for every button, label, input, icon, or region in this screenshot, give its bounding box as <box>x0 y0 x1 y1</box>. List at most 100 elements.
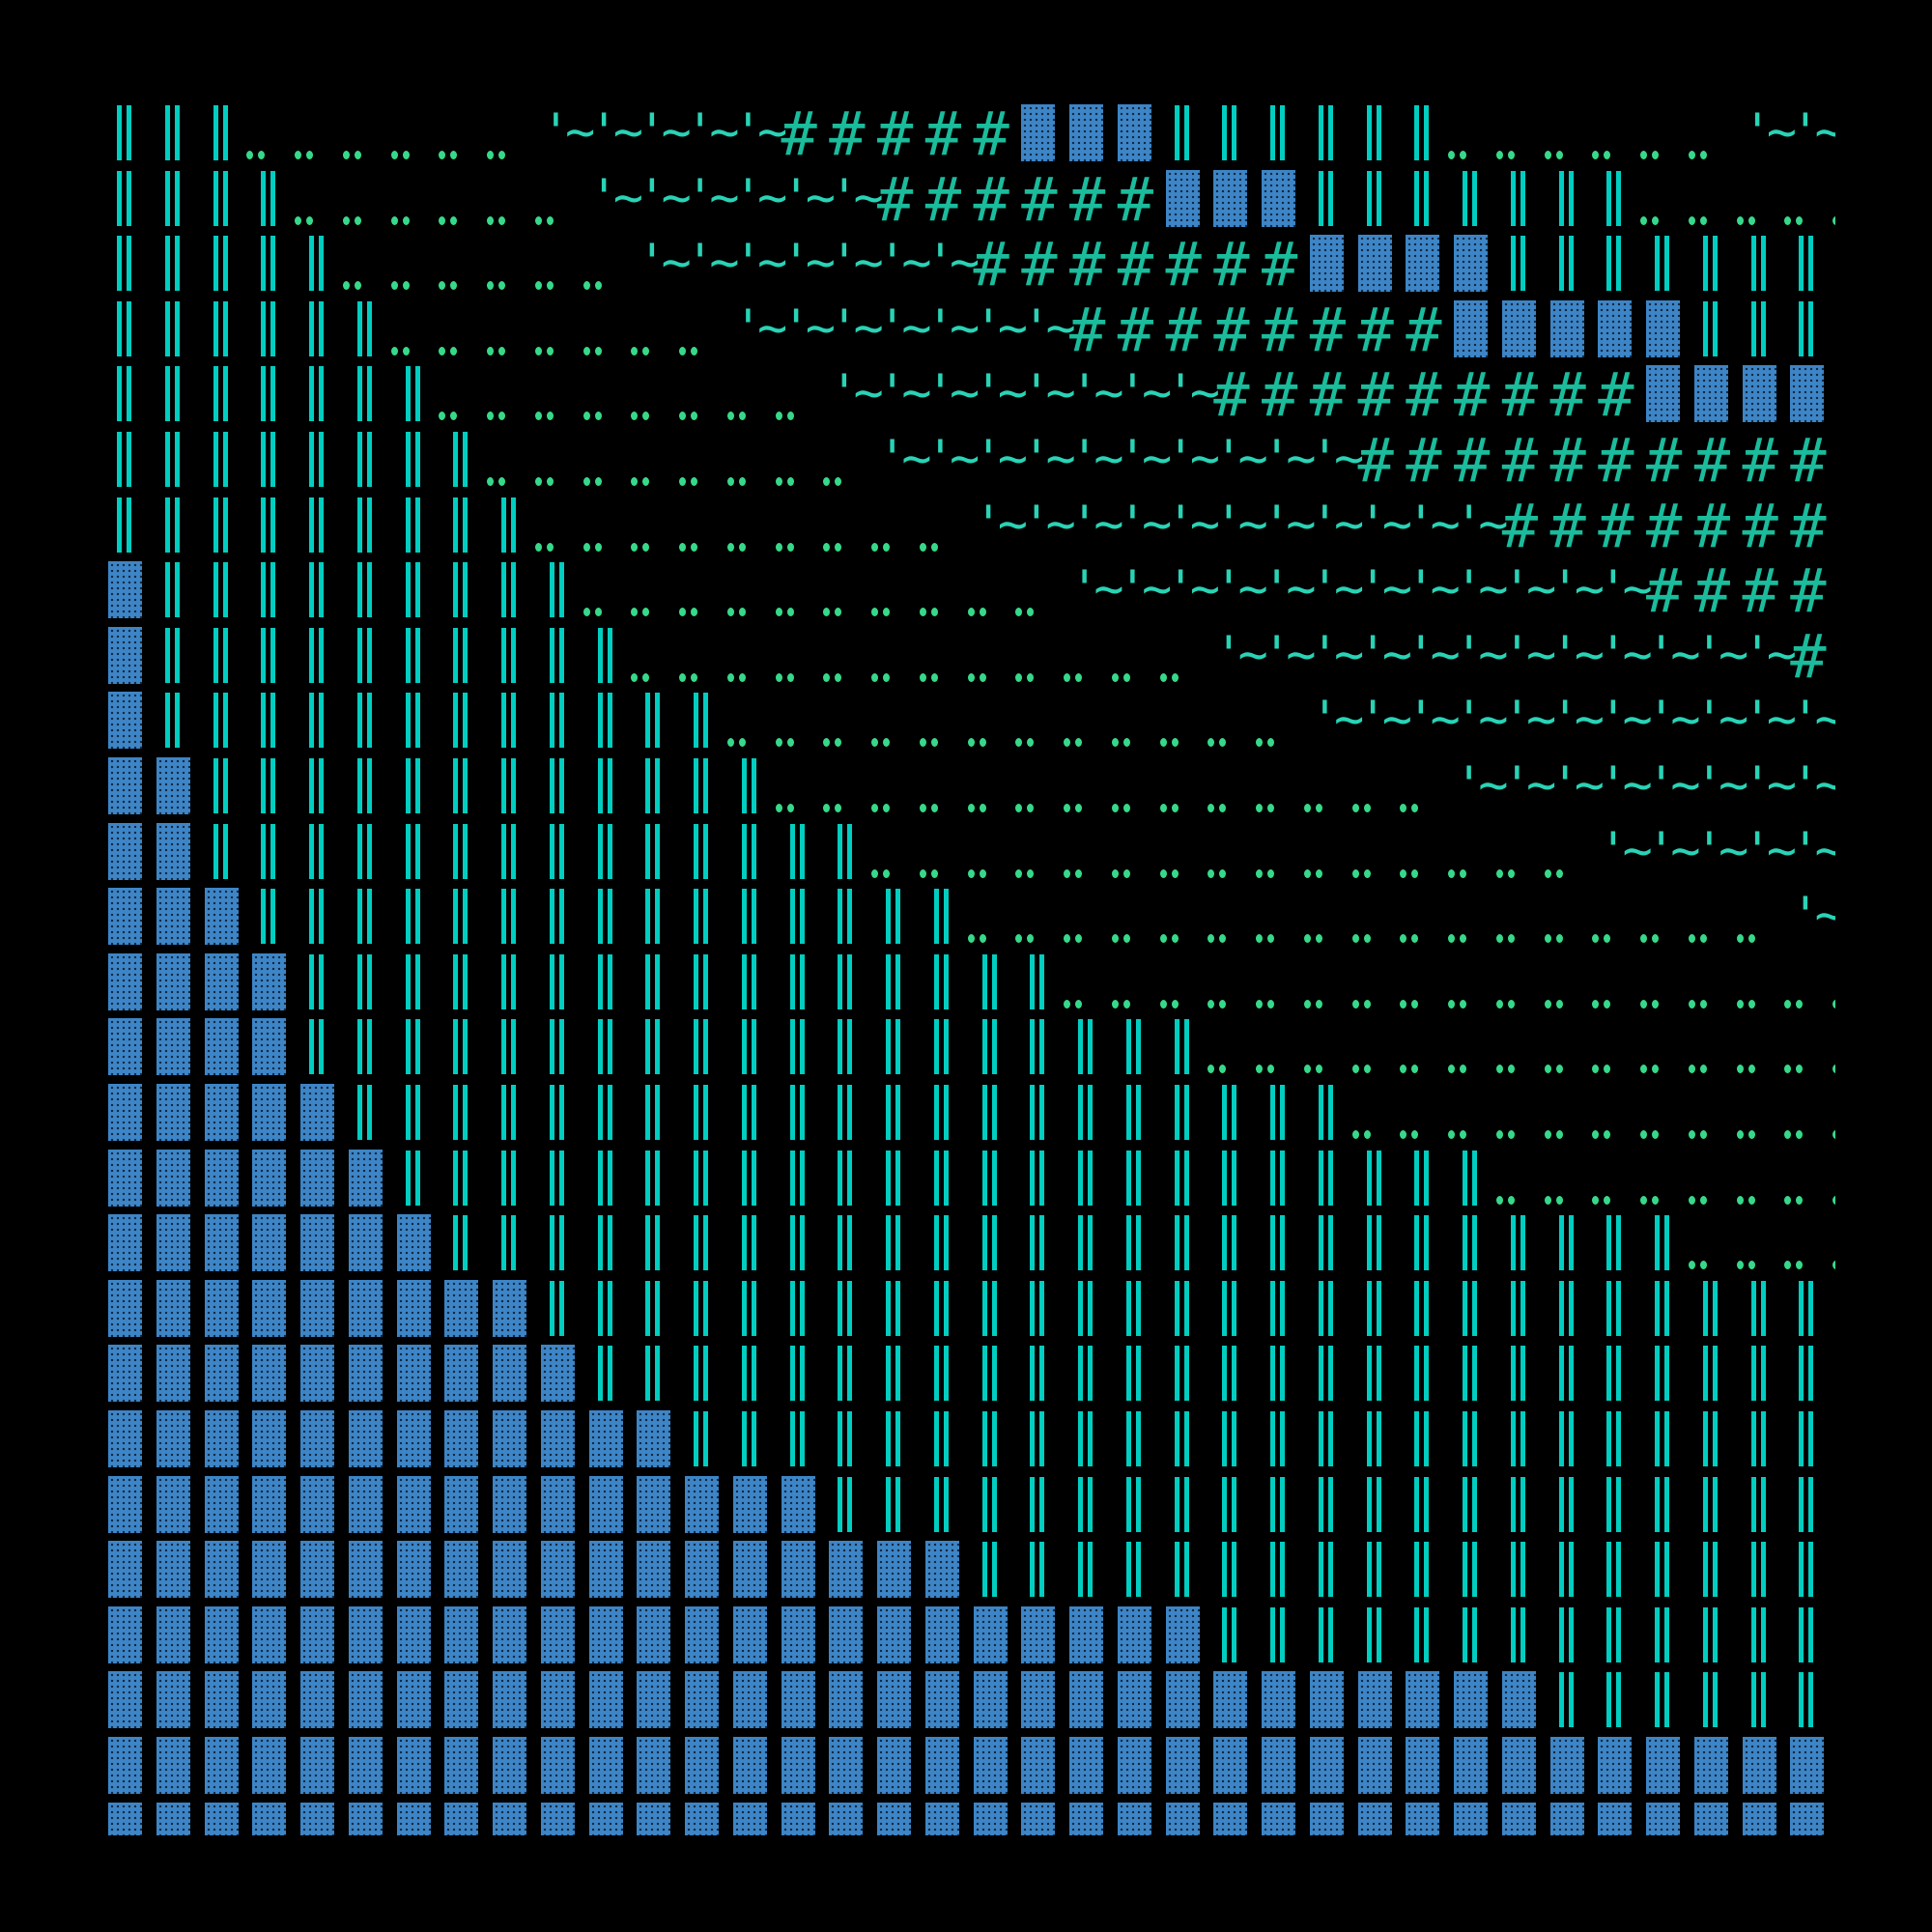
double-bar-cell <box>1454 170 1488 227</box>
quote-tilde-cell: '~ <box>1501 756 1557 814</box>
double-bar-cell <box>300 431 334 488</box>
bar-mark <box>1463 1150 1467 1206</box>
dot-mark <box>786 608 794 617</box>
double-dot-cell <box>679 497 719 554</box>
bar-mark <box>1318 1542 1323 1598</box>
textured-block-cell <box>204 1410 239 1467</box>
double-bar-cell <box>444 431 478 488</box>
bar-mark <box>751 823 756 879</box>
double-bar-cell <box>829 1345 863 1402</box>
quote-tilde-cell: '~ <box>1069 560 1124 619</box>
bar-mark <box>1174 1019 1179 1075</box>
bar-mark <box>1808 1411 1814 1466</box>
bar-mark <box>1376 1476 1381 1532</box>
double-dot-cell <box>1448 823 1488 880</box>
double-bar-cell <box>974 1476 1008 1533</box>
dot-mark <box>1604 1195 1611 1205</box>
bar-mark <box>799 1019 805 1075</box>
bar-mark <box>213 497 218 553</box>
double-bar-cell <box>1694 235 1728 292</box>
double-bar-cell <box>877 1410 911 1467</box>
bar-mark <box>1232 1542 1237 1598</box>
bar-mark <box>1558 1280 1564 1336</box>
textured-block-cell <box>252 1737 287 1794</box>
bar-mark <box>1125 1019 1131 1075</box>
bar-mark <box>1606 236 1612 292</box>
bar-mark <box>1125 1150 1131 1206</box>
double-bar-cell <box>493 561 526 618</box>
dot-mark <box>1159 738 1167 748</box>
quote-tilde-cell: '~ <box>540 103 596 161</box>
hash-cell: # <box>1213 294 1250 365</box>
double-dot-cell <box>439 235 478 292</box>
double-dot-cell <box>342 235 383 292</box>
double-bar-cell <box>397 692 431 749</box>
bar-mark <box>356 758 362 813</box>
bar-mark <box>511 953 516 1009</box>
textured-block-cell <box>204 1802 239 1835</box>
dot-mark <box>402 281 410 291</box>
quote-tilde-cell: '~ <box>1598 625 1653 684</box>
double-bar-cell <box>397 1018 431 1075</box>
bar-mark <box>127 105 131 160</box>
dot-mark <box>1555 999 1563 1009</box>
bar-mark <box>1568 1280 1574 1336</box>
bar-mark <box>1510 1476 1516 1532</box>
dot-mark <box>1064 868 1070 878</box>
bar-mark <box>414 1019 420 1075</box>
double-dot-cell <box>1064 627 1103 684</box>
quote-tilde-cell: '~ <box>685 168 740 227</box>
quote-tilde-cell: '~ <box>1357 495 1413 554</box>
bar-mark <box>1366 1346 1372 1402</box>
bar-mark <box>1366 1542 1372 1598</box>
textured-block-cell <box>444 1475 479 1533</box>
bar-mark <box>222 236 228 292</box>
textured-block-cell <box>108 1737 142 1794</box>
dot-mark <box>642 477 650 486</box>
textured-block-cell <box>1309 235 1344 293</box>
textured-block-cell <box>973 1671 1008 1729</box>
dot-mark <box>775 542 782 552</box>
quote-tilde-cell: '~ <box>973 298 1029 357</box>
double-bar-cell <box>252 365 286 422</box>
double-bar-cell <box>1790 1671 1824 1728</box>
double-bar-cell <box>1694 300 1728 357</box>
double-bar-cell <box>589 1150 623 1207</box>
dot-mark <box>1075 934 1082 944</box>
textured-block-cell <box>156 1279 190 1337</box>
bar-mark <box>1376 1215 1381 1271</box>
quote-tilde-cell: '~ <box>1454 560 1509 619</box>
bar-mark <box>1520 236 1525 292</box>
double-bar-cell <box>1262 1476 1295 1533</box>
double-dot-cell <box>487 104 526 161</box>
double-bar-cell <box>300 757 334 814</box>
bar-mark <box>694 1019 698 1075</box>
bar-mark <box>1318 105 1323 160</box>
dot-mark <box>1544 999 1551 1009</box>
double-bar-cell <box>829 1018 863 1075</box>
bar-mark <box>1270 105 1275 160</box>
dot-mark <box>786 542 794 552</box>
double-bar-cell <box>252 235 286 292</box>
bar-mark <box>1088 1150 1093 1206</box>
dot-mark <box>534 215 542 225</box>
bar-mark <box>886 889 891 945</box>
double-bar-cell <box>733 1150 767 1207</box>
dot-mark <box>691 477 697 486</box>
dot-mark <box>835 804 842 812</box>
bar-mark <box>1655 236 1660 292</box>
double-bar-cell <box>1694 1410 1728 1467</box>
double-dot-cell <box>1495 953 1536 1010</box>
textured-block-cell <box>108 561 142 619</box>
textured-block-cell <box>1069 1605 1103 1663</box>
dot-mark <box>1208 804 1215 812</box>
textured-block-cell <box>1501 1671 1536 1729</box>
dot-mark <box>306 151 313 159</box>
bar-mark <box>174 432 180 487</box>
bar-mark <box>1270 1150 1275 1206</box>
dot-mark <box>1351 868 1359 878</box>
double-dot-cell <box>631 431 670 488</box>
textured-block-cell <box>685 1541 719 1599</box>
textured-block-cell <box>348 1605 383 1663</box>
bar-mark <box>1712 1672 1718 1728</box>
